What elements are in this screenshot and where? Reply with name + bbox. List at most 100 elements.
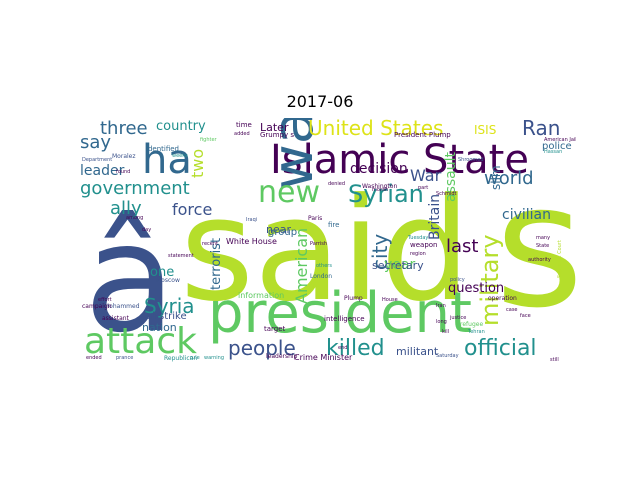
word-year: year: [384, 257, 416, 273]
word-war: War: [410, 166, 442, 185]
word-moralez: Moralez: [112, 153, 136, 160]
word-decision: decision: [350, 161, 408, 177]
word-syria: Syria: [144, 294, 195, 318]
word-country: country: [156, 119, 206, 134]
word-people: people: [228, 336, 296, 360]
word-recent: recent: [202, 241, 218, 247]
word-effort: effort: [98, 297, 112, 303]
word-militant: militant: [396, 345, 439, 358]
word-ally: ally: [110, 198, 142, 219]
word-washington: Washington: [362, 183, 398, 190]
word-still: still: [550, 357, 559, 363]
word-a-circumflex: â: [84, 192, 176, 366]
word-rule: rule: [190, 355, 200, 361]
word-shroomed: Shroomed: [458, 157, 484, 163]
word-supreme-court: Supreme Court: [557, 240, 563, 278]
word-official: official: [464, 336, 537, 361]
word-schmidt: Schmidt: [436, 191, 457, 197]
word-identified: identified: [146, 145, 179, 153]
word-three: three: [100, 118, 148, 139]
word-part: part: [418, 185, 429, 191]
word-paris: Paris: [308, 215, 323, 222]
word-long: long: [436, 319, 447, 325]
word-ran: Ran: [522, 118, 561, 140]
word-force: force: [172, 200, 213, 219]
word-denied: denied: [328, 181, 346, 187]
word-mohammed: Mohammed: [104, 303, 140, 310]
word-american-jail: American Jail: [544, 137, 576, 143]
word-prance: prance: [116, 355, 134, 361]
word-justice: justice: [450, 315, 467, 321]
word-world: world: [484, 168, 534, 189]
word-target: target: [264, 325, 286, 333]
word-police: police: [542, 141, 572, 152]
word-state-small: State: [536, 243, 550, 249]
word-ended: ended: [86, 355, 102, 361]
word-operation: operation: [488, 295, 517, 302]
word-hassan: Hassan: [544, 149, 563, 155]
word-many: many: [536, 235, 551, 241]
word-among: among: [126, 215, 144, 221]
word-leadership: leadership: [266, 353, 298, 360]
word-statement: statement: [168, 253, 194, 259]
word-britain: Britain: [427, 193, 443, 240]
word-weapon: weapon: [410, 241, 438, 249]
word-secretary: secretary: [372, 259, 424, 272]
word-day: day: [142, 227, 152, 233]
word-new: new: [258, 175, 321, 210]
word-face: face: [520, 313, 531, 319]
word-airstrike: airstrike: [146, 311, 187, 322]
word-s: s: [495, 148, 576, 346]
word-fighter: fighter: [200, 137, 217, 143]
word-iran: Iran: [436, 303, 446, 309]
word-fire: fire: [328, 221, 340, 229]
word-house: House: [382, 297, 398, 303]
word-information: information: [238, 291, 285, 300]
word-moscow: Moscow: [156, 277, 180, 284]
word-policy: policy: [450, 277, 465, 283]
word-islamic-state: Islamic State: [270, 137, 529, 183]
word-group: group: [268, 227, 298, 238]
word-tehran: Tehran: [468, 329, 485, 335]
word-intelligence: intelligence: [324, 315, 365, 323]
word-plump: Plump: [344, 295, 363, 302]
word-nation: nation: [142, 321, 177, 334]
word-london: London: [310, 273, 332, 280]
word-found: found: [116, 169, 131, 175]
word-time: time: [236, 121, 252, 129]
word-government: government: [80, 178, 190, 199]
word-authority: authority: [528, 257, 551, 263]
word-crime-minister: Crime Minister: [294, 353, 353, 362]
word-end: end: [338, 345, 348, 351]
word-white-house: White House: [226, 237, 277, 246]
word-isis: ISIS: [474, 123, 497, 137]
word-two: two: [188, 148, 207, 178]
word-added: added: [234, 131, 250, 137]
word-said: said: [180, 168, 471, 333]
word-american: American: [292, 227, 311, 304]
word-warning: warning: [204, 355, 225, 361]
word-case: case: [506, 307, 518, 313]
word-parrish: Parrish: [310, 241, 328, 247]
word-syrian: Syrian: [348, 180, 424, 208]
word-president-plump: President Plump: [394, 131, 451, 139]
word-others: others: [316, 263, 332, 269]
word-civilian: civilian: [502, 207, 551, 223]
word-ha: ha: [142, 137, 192, 183]
word-tuesday: Tuesday: [408, 235, 429, 241]
word-region: region: [410, 251, 426, 257]
word-question: question: [448, 281, 505, 296]
word-grumpys: Grumpy s: [260, 131, 295, 139]
word-slim: slim: [489, 165, 503, 190]
word-killed: killed: [326, 336, 385, 361]
word-kill: kill: [442, 329, 450, 335]
word-last: last: [446, 236, 479, 257]
word-month: month: [372, 187, 389, 193]
word-near: near: [266, 223, 292, 236]
word-saturday: Saturday: [436, 353, 459, 359]
word-leader: leader: [80, 163, 125, 179]
word-cloud: said â s president Islamic State wa ha a…: [80, 118, 576, 368]
word-united-states: United States: [308, 118, 444, 140]
word-president: president: [208, 281, 472, 346]
word-refugee: refugee: [460, 321, 484, 328]
